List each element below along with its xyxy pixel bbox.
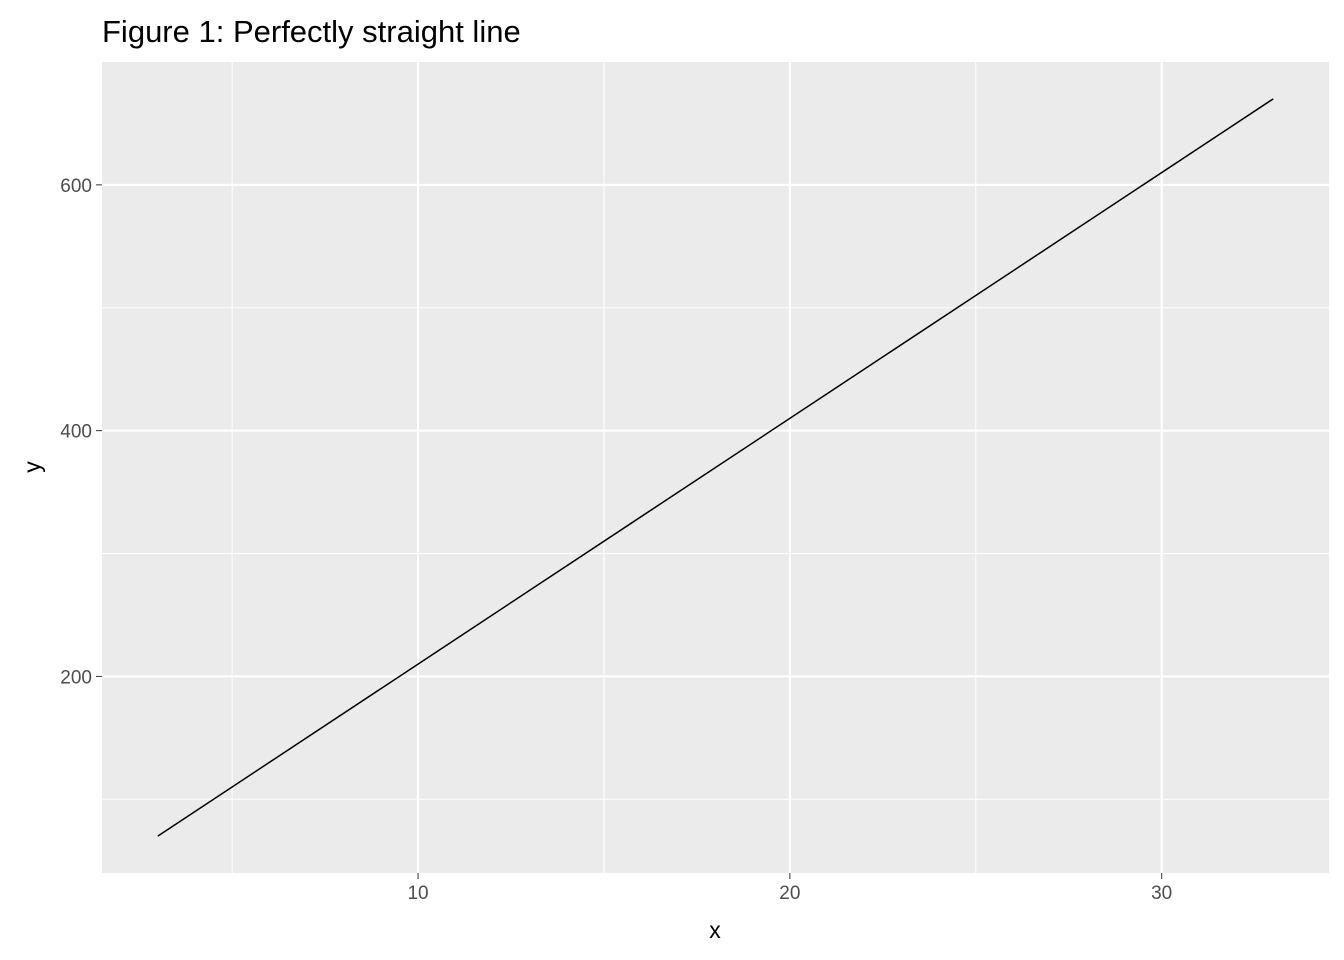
x-tick-label: 20 bbox=[779, 883, 800, 904]
y-tick-label: 400 bbox=[60, 422, 92, 443]
axis-ticks bbox=[96, 184, 1163, 879]
x-axis-title: x bbox=[709, 917, 721, 943]
y-tick-label: 600 bbox=[60, 176, 92, 197]
chart-title: Figure 1: Perfectly straight line bbox=[102, 14, 521, 49]
series-line-1 bbox=[157, 98, 1274, 837]
tick-labels: 10 20 30 200 400 600 bbox=[60, 176, 1172, 904]
series-layer bbox=[157, 98, 1274, 837]
major-gridlines bbox=[102, 62, 1329, 873]
x-tick-label: 10 bbox=[407, 883, 428, 904]
x-tick-label: 30 bbox=[1151, 883, 1172, 904]
y-axis-title: y bbox=[19, 461, 45, 473]
y-tick-label: 200 bbox=[60, 667, 92, 688]
minor-gridlines bbox=[102, 62, 1329, 873]
